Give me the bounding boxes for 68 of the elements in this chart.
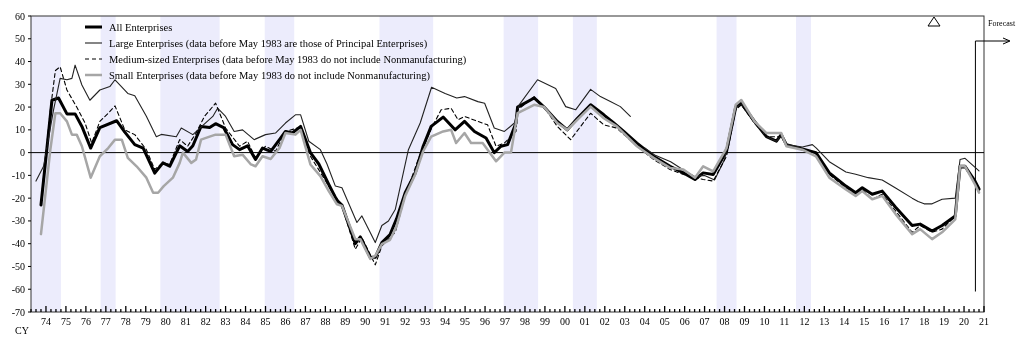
x-tick-label: 08 bbox=[719, 316, 730, 327]
x-tick-label: 16 bbox=[879, 316, 890, 327]
x-tick-label: 97 bbox=[500, 316, 511, 327]
x-tick-label: 83 bbox=[220, 316, 231, 327]
x-tick-label: 95 bbox=[460, 316, 471, 327]
legend-label: Medium-sized Enterprises (data before May 1983 do not include Nonmanufacturing) bbox=[109, 53, 467, 66]
x-tick-label: 86 bbox=[280, 316, 291, 327]
x-tick-label: 17 bbox=[899, 316, 910, 327]
x-tick-label: 03 bbox=[619, 316, 630, 327]
x-tick-label: 87 bbox=[300, 316, 311, 327]
y-tick-label: -30 bbox=[11, 215, 25, 227]
x-tick-label: 00 bbox=[559, 316, 570, 327]
x-tick-label: 99 bbox=[539, 316, 550, 327]
x-tick-label: 07 bbox=[699, 316, 710, 327]
x-tick-label: 82 bbox=[200, 316, 211, 327]
y-tick-label: 10 bbox=[15, 124, 25, 136]
x-tick-label: 88 bbox=[320, 316, 331, 327]
x-tick-label: 75 bbox=[60, 316, 71, 327]
y-tick-label: 0 bbox=[20, 147, 25, 159]
legend-label: Small Enterprises (data before May 1983 do not include Nonmanufacturing) bbox=[109, 69, 431, 82]
x-tick-label: 81 bbox=[180, 316, 191, 327]
x-tick-label: 11 bbox=[779, 316, 790, 327]
x-tick-label: 91 bbox=[380, 316, 391, 327]
x-tick-label: 04 bbox=[639, 316, 650, 327]
x-tick-label: 09 bbox=[739, 316, 750, 327]
y-tick-label: -20 bbox=[11, 192, 25, 204]
x-tick-label: 77 bbox=[100, 316, 111, 327]
y-tick-label: -50 bbox=[11, 260, 25, 272]
x-tick-label: 12 bbox=[799, 316, 810, 327]
x-axis-title: CY bbox=[15, 325, 29, 336]
x-tick-label: 13 bbox=[819, 316, 830, 327]
legend-label: Large Enterprises (data before May 1983 are those of Principal Enterprises) bbox=[109, 37, 428, 50]
x-tick-label: 98 bbox=[519, 316, 530, 327]
y-tick-label: 50 bbox=[15, 33, 25, 45]
x-tick-label: 79 bbox=[140, 316, 151, 327]
x-tick-label: 20 bbox=[959, 316, 970, 327]
y-tick-label: -40 bbox=[11, 238, 25, 250]
y-tick-label: 20 bbox=[15, 101, 25, 113]
x-tick-label: 10 bbox=[759, 316, 770, 327]
x-tick-label: 06 bbox=[679, 316, 690, 327]
x-tick-label: 78 bbox=[120, 316, 131, 327]
y-tick-label: -60 bbox=[11, 283, 25, 295]
x-tick-label: 01 bbox=[579, 316, 590, 327]
y-tick-label: -70 bbox=[11, 306, 25, 318]
legend-label: All Enterprises bbox=[109, 21, 173, 33]
y-tick-label: 30 bbox=[15, 78, 25, 90]
x-tick-label: 90 bbox=[360, 316, 371, 327]
ref-line-label: Forecast bbox=[988, 19, 1016, 28]
x-tick-label: 85 bbox=[260, 316, 271, 327]
x-tick-label: 96 bbox=[480, 316, 491, 327]
x-tick-label: 84 bbox=[240, 316, 251, 327]
x-tick-label: 14 bbox=[839, 316, 850, 327]
x-tick-label: 89 bbox=[340, 316, 351, 327]
x-tick-label: 92 bbox=[400, 316, 411, 327]
x-tick-label: 18 bbox=[919, 316, 930, 327]
x-tick-label: 02 bbox=[599, 316, 610, 327]
x-tick-label: 94 bbox=[440, 316, 451, 327]
x-tick-label: 80 bbox=[160, 316, 171, 327]
x-tick-label: 76 bbox=[80, 316, 91, 327]
x-tick-label: 21 bbox=[979, 316, 989, 327]
x-tick-label: 15 bbox=[859, 316, 870, 327]
x-tick-label: 05 bbox=[659, 316, 670, 327]
x-tick-label: 93 bbox=[420, 316, 431, 327]
y-tick-label: 40 bbox=[15, 56, 25, 68]
x-tick-label: 74 bbox=[40, 316, 51, 327]
y-tick-label: -10 bbox=[11, 169, 25, 181]
x-tick-label: 19 bbox=[939, 316, 950, 327]
y-tick-label: 60 bbox=[15, 10, 25, 22]
